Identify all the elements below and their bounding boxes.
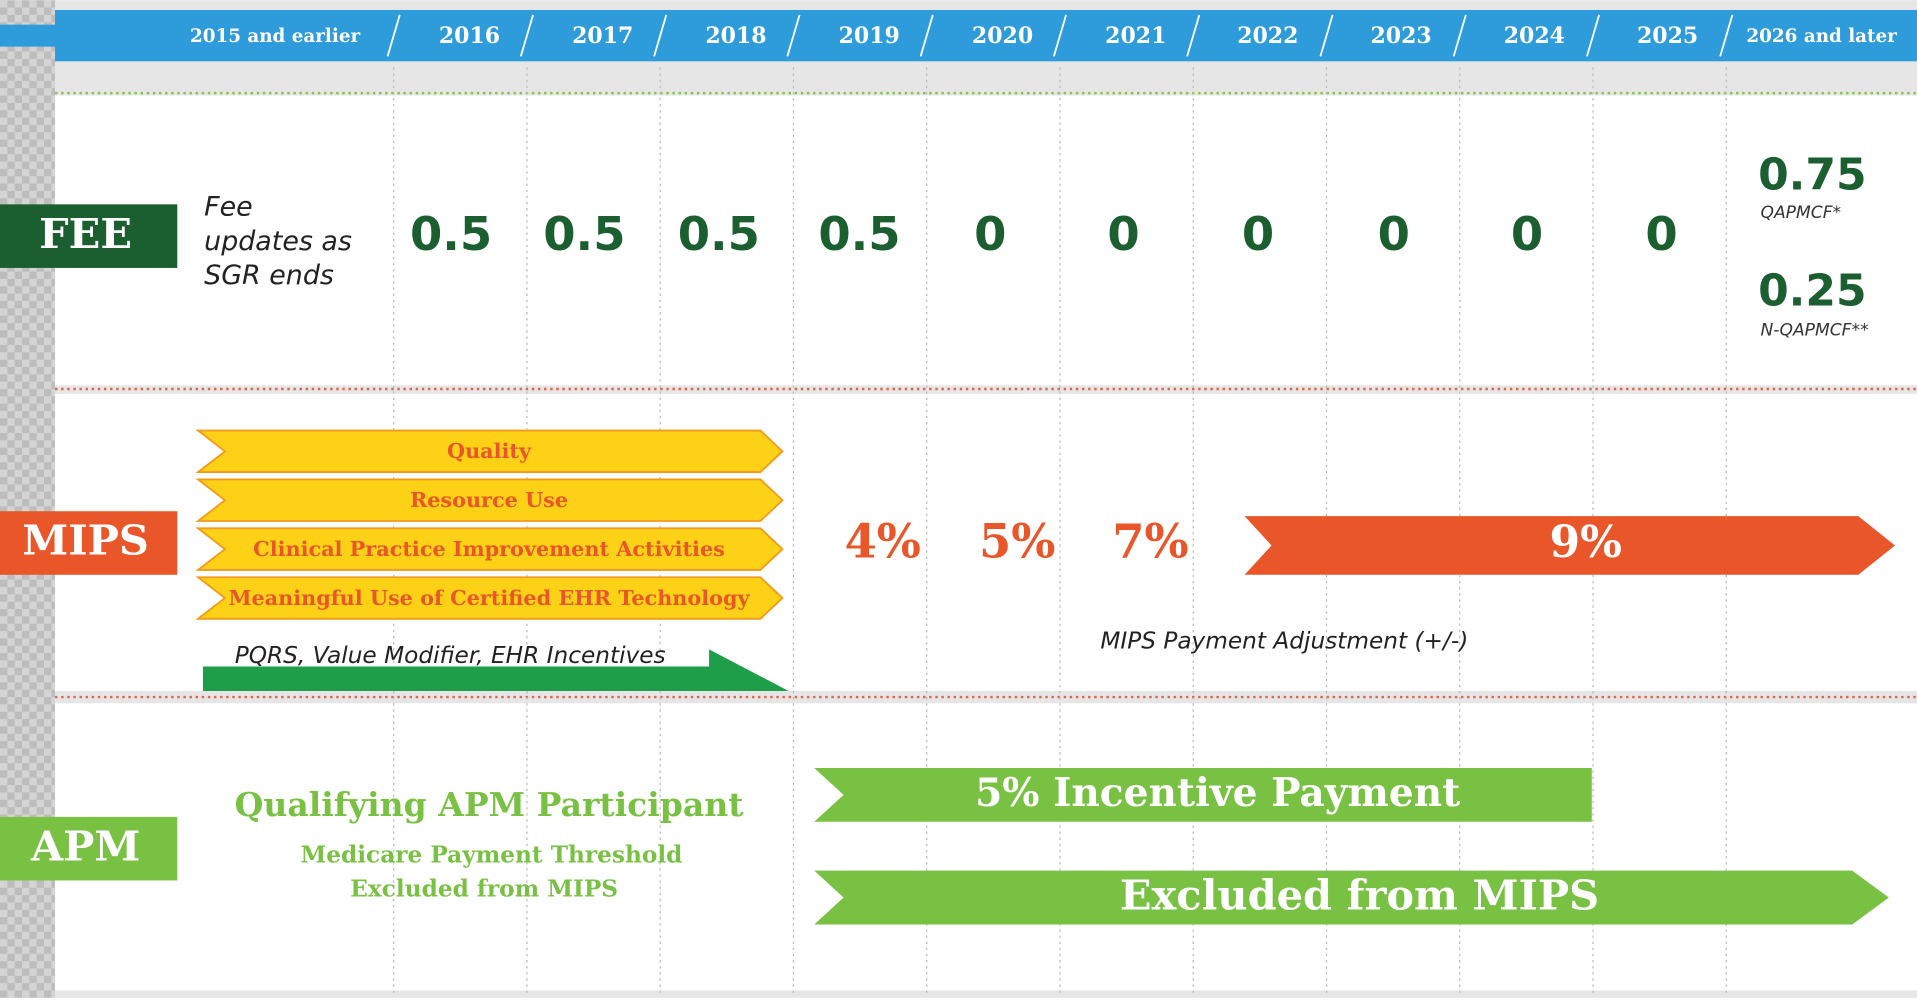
year-label: 2020	[972, 23, 1033, 49]
fee-value: 0.5	[410, 207, 492, 261]
header-slash	[653, 14, 668, 57]
year-label: 2023	[1370, 23, 1431, 49]
mips-caption: MIPS Payment Adjustment (+/-)	[1100, 628, 1468, 655]
header-slash	[386, 14, 401, 57]
apm-subtitle: Medicare Payment Threshold	[301, 841, 683, 868]
fee-value: 0	[1511, 207, 1543, 261]
apm-label-box	[0, 816, 178, 881]
header-bar	[55, 9, 1917, 62]
header-slash	[519, 14, 534, 57]
header-slash	[1452, 14, 1467, 57]
year-label: 2025	[1637, 23, 1698, 49]
column-lines	[393, 67, 1727, 993]
fee-value: 0.5	[543, 207, 625, 261]
fee-value: 0	[1645, 207, 1677, 261]
fee-row-bg	[55, 95, 1917, 386]
year-label: 2026 and later	[1746, 26, 1897, 47]
fee-value: 0	[974, 207, 1006, 261]
component-arrow	[195, 429, 784, 474]
year-label: 2015 and earlier	[190, 26, 361, 47]
header-slash	[1052, 14, 1067, 57]
legacy-text: PQRS, Value Modifier, EHR Incentives	[235, 642, 666, 669]
exclusion-arrow	[814, 870, 1889, 925]
year-label: 2024	[1504, 23, 1565, 49]
mips-content: Quality Resource Use Clinical Practice Imp…	[195, 429, 1189, 620]
header-slash	[1586, 14, 1601, 57]
fee-later-note: QAPMCF*	[1761, 203, 1842, 223]
fee-description: SGR ends	[204, 260, 334, 291]
year-label: 2022	[1237, 23, 1298, 49]
component-text: Resource Use	[410, 487, 568, 512]
year-label: 2021	[1105, 23, 1166, 49]
fee-label-box	[0, 204, 178, 268]
fee-description: updates as	[204, 226, 352, 257]
mips-adjustment: 4%	[844, 513, 920, 568]
header-tab	[0, 24, 62, 47]
component-text: Meaningful Use of Certified EHR Technolo…	[228, 585, 750, 610]
fee-label: FEE	[39, 209, 132, 258]
max-adjustment-arrow	[1244, 516, 1895, 575]
component-arrow	[195, 527, 784, 571]
year-label: 2018	[705, 23, 766, 49]
incentive-arrow	[814, 767, 1592, 822]
incentive-text: 5% Incentive Payment	[975, 770, 1460, 816]
exclusion-text: Excluded from MIPS	[1120, 870, 1599, 919]
mips-label-box	[0, 511, 178, 575]
year-labels: 2015 and earlier 2016 2017 2018 2019 2020 2021…	[190, 14, 1897, 57]
fee-value: 0.5	[818, 207, 900, 261]
header-slash	[1186, 14, 1201, 57]
year-label: 2019	[839, 23, 900, 49]
apm-title: Qualifying APM Participant	[235, 785, 745, 824]
year-label: 2017	[572, 23, 633, 49]
header-slash	[1719, 14, 1734, 57]
fee-later-value: 0.25	[1758, 266, 1867, 317]
fee-value: 0	[1107, 207, 1139, 261]
header-slash	[786, 14, 801, 57]
component-text: Clinical Practice Improvement Activities	[253, 536, 725, 561]
mips-label: MIPS	[22, 516, 149, 565]
header-slash	[919, 14, 934, 57]
apm-subtitle: Excluded from MIPS	[350, 876, 618, 903]
fee-later-value: 0.75	[1758, 149, 1867, 200]
component-arrow	[195, 478, 784, 522]
legacy-arrow	[202, 649, 789, 691]
apm-row-bg	[55, 703, 1917, 991]
mips-adjustment: 5%	[979, 513, 1055, 568]
mips-adjustment: 7%	[1112, 513, 1188, 568]
fee-description: Fee	[204, 192, 253, 223]
fee-value: 0	[1378, 207, 1410, 261]
header-slash	[1319, 14, 1334, 57]
fee-value: 0.5	[678, 207, 760, 261]
apm-label: APM	[30, 821, 140, 870]
fee-value: 0	[1242, 207, 1274, 261]
fee-later-note: N-QAPMCF**	[1761, 320, 1870, 340]
component-arrow	[195, 576, 784, 620]
year-label: 2016	[439, 23, 500, 49]
max-adjustment: 9%	[1549, 517, 1621, 568]
component-text: Quality	[447, 438, 532, 463]
